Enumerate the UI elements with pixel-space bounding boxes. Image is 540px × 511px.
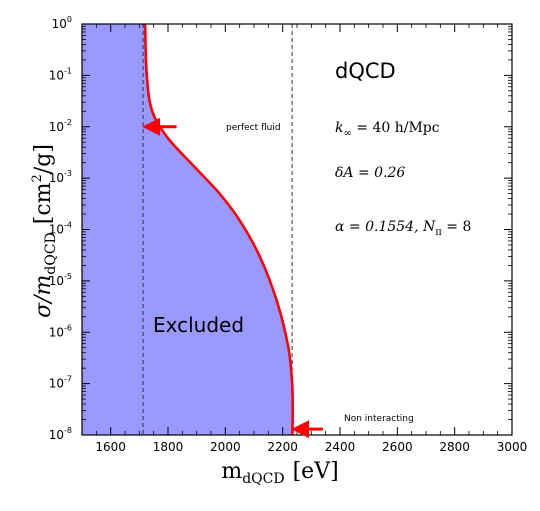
x-axis-label: mdQCD [eV] — [221, 459, 338, 487]
x-label-unit: [eV] — [293, 459, 339, 484]
x-label-main: m — [221, 459, 242, 484]
annotation-delta-a: δA = 0.26 — [335, 165, 405, 181]
k-inf-sub: ∞ — [343, 128, 351, 139]
alpha-tail: = 8 — [442, 219, 472, 235]
y-label-unit-exp: 2 — [30, 174, 45, 182]
annotation-k-inf: k∞ = 40 h/Mpc — [335, 120, 440, 139]
perfect-fluid-label: perfect fluid — [226, 123, 281, 133]
y-tick-label: 10-3 — [49, 169, 72, 185]
x-label-sub: dQCD — [242, 471, 284, 487]
y-label-sub: dQCD — [43, 232, 59, 274]
x-tick-label: 2000 — [210, 440, 241, 454]
y-tick-label: 10-6 — [49, 323, 72, 339]
y-label-sigma: σ/m — [31, 275, 56, 318]
y-tick-label: 10-7 — [49, 375, 72, 391]
k-inf-value: = 40 h/Mpc — [352, 120, 440, 136]
excluded-region — [82, 24, 293, 435]
constraint-curve — [143, 23, 295, 436]
chart-title: dQCD — [335, 59, 396, 83]
y-tick-label: 10-5 — [49, 272, 72, 288]
plot-area: 1600 1800 2000 2200 2400 2600 2800 3000 100 10-1 1… — [49, 15, 528, 454]
x-tick-label: 2200 — [267, 440, 298, 454]
alpha-text: α = 0.1554, N — [335, 219, 436, 235]
y-tick-label: 10-8 — [49, 426, 72, 442]
alpha-sub: π — [435, 227, 442, 238]
y-axis-label: σ/mdQCD [cm2/g] — [30, 144, 59, 318]
y-label-unit-tail: /g] — [31, 144, 56, 174]
y-label-unit: [cm — [31, 182, 56, 224]
k-inf-symbol: k — [335, 120, 343, 136]
x-tick-label: 3000 — [497, 440, 528, 454]
y-tick-label: 100 — [52, 15, 72, 31]
x-tick-label: 1800 — [153, 440, 184, 454]
x-tick-label: 2400 — [325, 440, 356, 454]
x-tick-label: 2800 — [439, 440, 470, 454]
annotation-alpha: α = 0.1554, Nπ = 8 — [335, 219, 471, 238]
non-interacting-label: Non interacting — [344, 414, 414, 424]
excluded-label: Excluded — [153, 313, 244, 337]
svg-text:σ/mdQCD[cm2/g]: σ/mdQCD [cm2/g] — [30, 144, 59, 318]
y-tick-label: 10-2 — [49, 118, 72, 134]
y-tick-label: 10-1 — [49, 66, 72, 82]
x-tick-label: 1600 — [95, 440, 126, 454]
y-tick-label: 10-4 — [49, 221, 72, 237]
x-tick-label: 2600 — [382, 440, 413, 454]
